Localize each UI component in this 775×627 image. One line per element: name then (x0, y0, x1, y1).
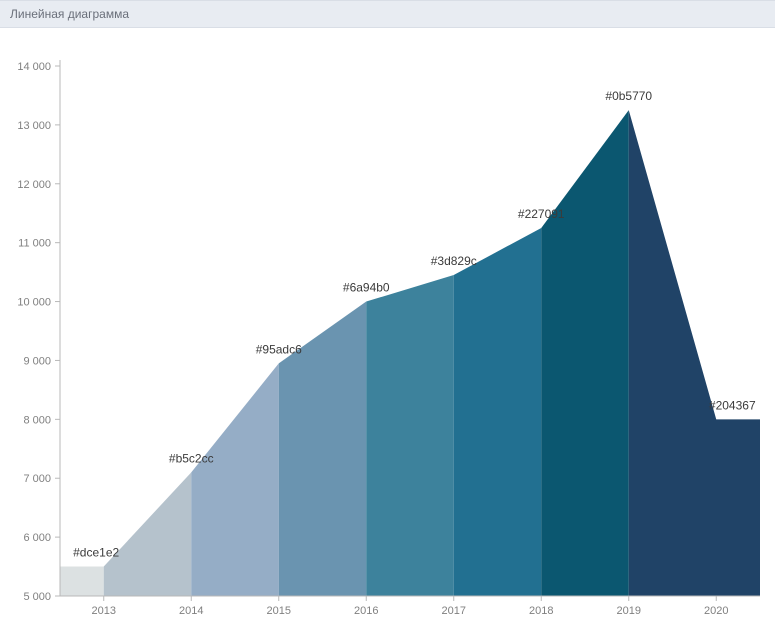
segment-label: #6a94b0 (343, 281, 390, 295)
chart-container: 5 000 6 000 7 000 8 000 9 000 10 000 11 000 12 … (0, 28, 775, 627)
area-chart: 5 000 6 000 7 000 8 000 9 000 10 000 11 000 12 … (0, 28, 775, 627)
y-tick-label: 5 000 (23, 591, 51, 603)
x-tick-label: 2017 (442, 605, 466, 617)
area-segment (454, 228, 542, 596)
y-tick-label: 11 000 (18, 238, 51, 250)
segment-label: #3d829c (431, 254, 477, 268)
segment-label: #227091 (518, 207, 565, 221)
segment-label: #95adc6 (256, 342, 302, 356)
y-tick-label: 12 000 (17, 179, 51, 191)
area-segment (629, 110, 760, 596)
area-segment (191, 363, 279, 596)
segment-label: #dce1e2 (73, 546, 119, 560)
x-tick-label: 2016 (354, 605, 378, 617)
x-tick-label: 2013 (92, 605, 116, 617)
segment-label: #0b5770 (605, 89, 652, 103)
y-tick-label: 8 000 (23, 414, 51, 426)
x-tick-label: 2020 (704, 605, 728, 617)
area-segment (60, 567, 104, 596)
area-segment (366, 275, 454, 596)
x-tick-label: 2019 (617, 605, 641, 617)
x-tick-label: 2018 (529, 605, 553, 617)
chart-title-bar: Линейная диаграмма (0, 0, 775, 28)
area-segment (104, 472, 192, 596)
chart-title: Линейная диаграмма (10, 7, 129, 21)
segment-label: #b5c2cc (169, 451, 214, 465)
y-tick-label: 6 000 (23, 532, 51, 544)
area-segment (541, 110, 629, 596)
x-tick-label: 2014 (179, 605, 203, 617)
y-tick-label: 9 000 (23, 355, 51, 367)
segment-label: #204367 (709, 398, 756, 412)
x-tick-label: 2015 (267, 605, 291, 617)
y-tick-label: 13 000 (17, 120, 51, 132)
y-tick-label: 7 000 (23, 473, 51, 485)
y-tick-label: 10 000 (17, 297, 51, 309)
y-tick-label: 14 000 (17, 61, 51, 73)
